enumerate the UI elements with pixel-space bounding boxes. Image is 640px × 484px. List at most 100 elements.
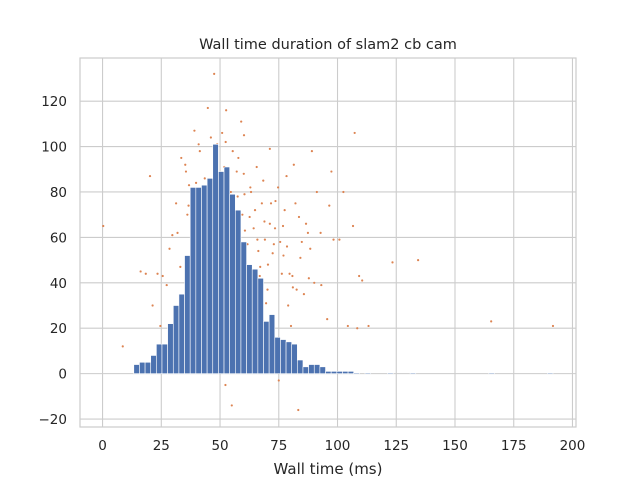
y-tick-label: 60 [50,230,67,246]
scatter-point [221,131,224,135]
histogram-bar [139,361,146,374]
scatter-point [197,143,200,146]
scatter-point [241,213,244,216]
scatter-point [315,190,318,194]
scatter-point [168,247,171,250]
histogram-bar [319,366,326,374]
scatter-point [249,190,253,194]
x-tick-label: 50 [211,438,228,454]
scatter-point [187,204,190,207]
y-tick-label: 100 [41,140,67,156]
plot-frame [79,57,577,428]
y-tick-label: 80 [50,185,67,201]
scatter-point [319,231,322,234]
histogram-bar [308,364,315,374]
scatter-point [255,165,258,169]
scatter-point [279,240,282,244]
scatter-point [346,324,349,328]
histogram-bar [195,187,202,374]
histogram-bar [387,372,394,374]
histogram-bar [313,364,321,374]
scatter-point [277,379,280,382]
histogram-bar [547,372,554,374]
x-tick-label: 200 [560,438,586,454]
histogram-bar [206,178,214,374]
scatter-point [194,181,198,184]
scatter-point [358,274,361,278]
scatter-point [231,150,234,153]
scatter-point [268,147,271,150]
scatter-point [307,277,310,280]
scatter-point [263,238,267,241]
y-tick-label: −20 [39,412,68,428]
scatter-point [306,231,310,234]
scatter-point [102,224,105,228]
scatter-point [184,163,187,166]
scatter-point [240,120,243,123]
scatter-point [269,202,273,205]
scatter-point [417,258,420,262]
scatter-point [237,156,240,160]
x-tick-label: 75 [270,438,287,454]
histogram-bar [246,264,253,374]
scatter-point [248,215,251,219]
scatter-point [252,227,255,230]
histogram-bar [178,293,185,374]
histogram-bar [167,323,174,374]
scatter-point [187,184,191,187]
scatter-point [283,209,286,212]
y-tick-label: 120 [41,94,67,110]
histogram-bar [285,341,292,374]
scatter-point [253,209,257,212]
scatter-point [292,163,295,166]
x-tick-labels: 0 25 50 75 100 125 150 175 200 [98,438,585,454]
histogram-bar [184,255,191,374]
histogram-bar [409,372,417,374]
scatter-point [258,274,261,278]
x-tick-label: 0 [98,438,107,454]
scatter-point [291,274,294,278]
x-tick-label: 125 [383,438,409,454]
scatter-point [353,131,356,135]
scatter-point [198,150,201,153]
scatter-point [294,202,297,205]
scatter-point [262,179,265,182]
scatter-point [287,304,290,307]
histogram-bar [297,359,304,374]
scatter-point [338,238,341,241]
scatter-point [213,72,216,75]
histogram-bar [240,241,247,374]
scatter-point [328,204,331,207]
scatter-point [304,222,308,225]
histogram-bars [133,143,554,374]
y-tick-label: 0 [58,367,67,383]
histogram-bar [150,355,157,374]
scatter-point [159,324,162,328]
y-tick-label: 20 [50,321,67,337]
scatter-point [224,383,227,387]
scatter-point [551,324,555,328]
scatter-point [310,150,314,153]
scatter-point [391,261,394,264]
histogram-bar [364,372,371,374]
scatter-point [330,170,333,173]
scatter-point [144,272,147,275]
scatter-point [139,270,142,273]
histogram-bar [291,343,298,374]
scatter-point [332,238,335,241]
histogram-bar [268,314,276,374]
scatter-point [326,318,329,321]
scatter-point [242,172,245,175]
scatter-point [243,229,247,232]
scatter-point [156,272,159,275]
scatter-point [302,293,306,296]
scatter-point [490,320,493,323]
scatter-point [161,274,164,278]
scatter-point [266,263,270,266]
scatter-point [260,202,263,205]
chart-title: Wall time duration of slam2 cb cam [199,37,457,53]
scatter-point [356,327,359,330]
x-tick-label: 175 [501,438,527,454]
